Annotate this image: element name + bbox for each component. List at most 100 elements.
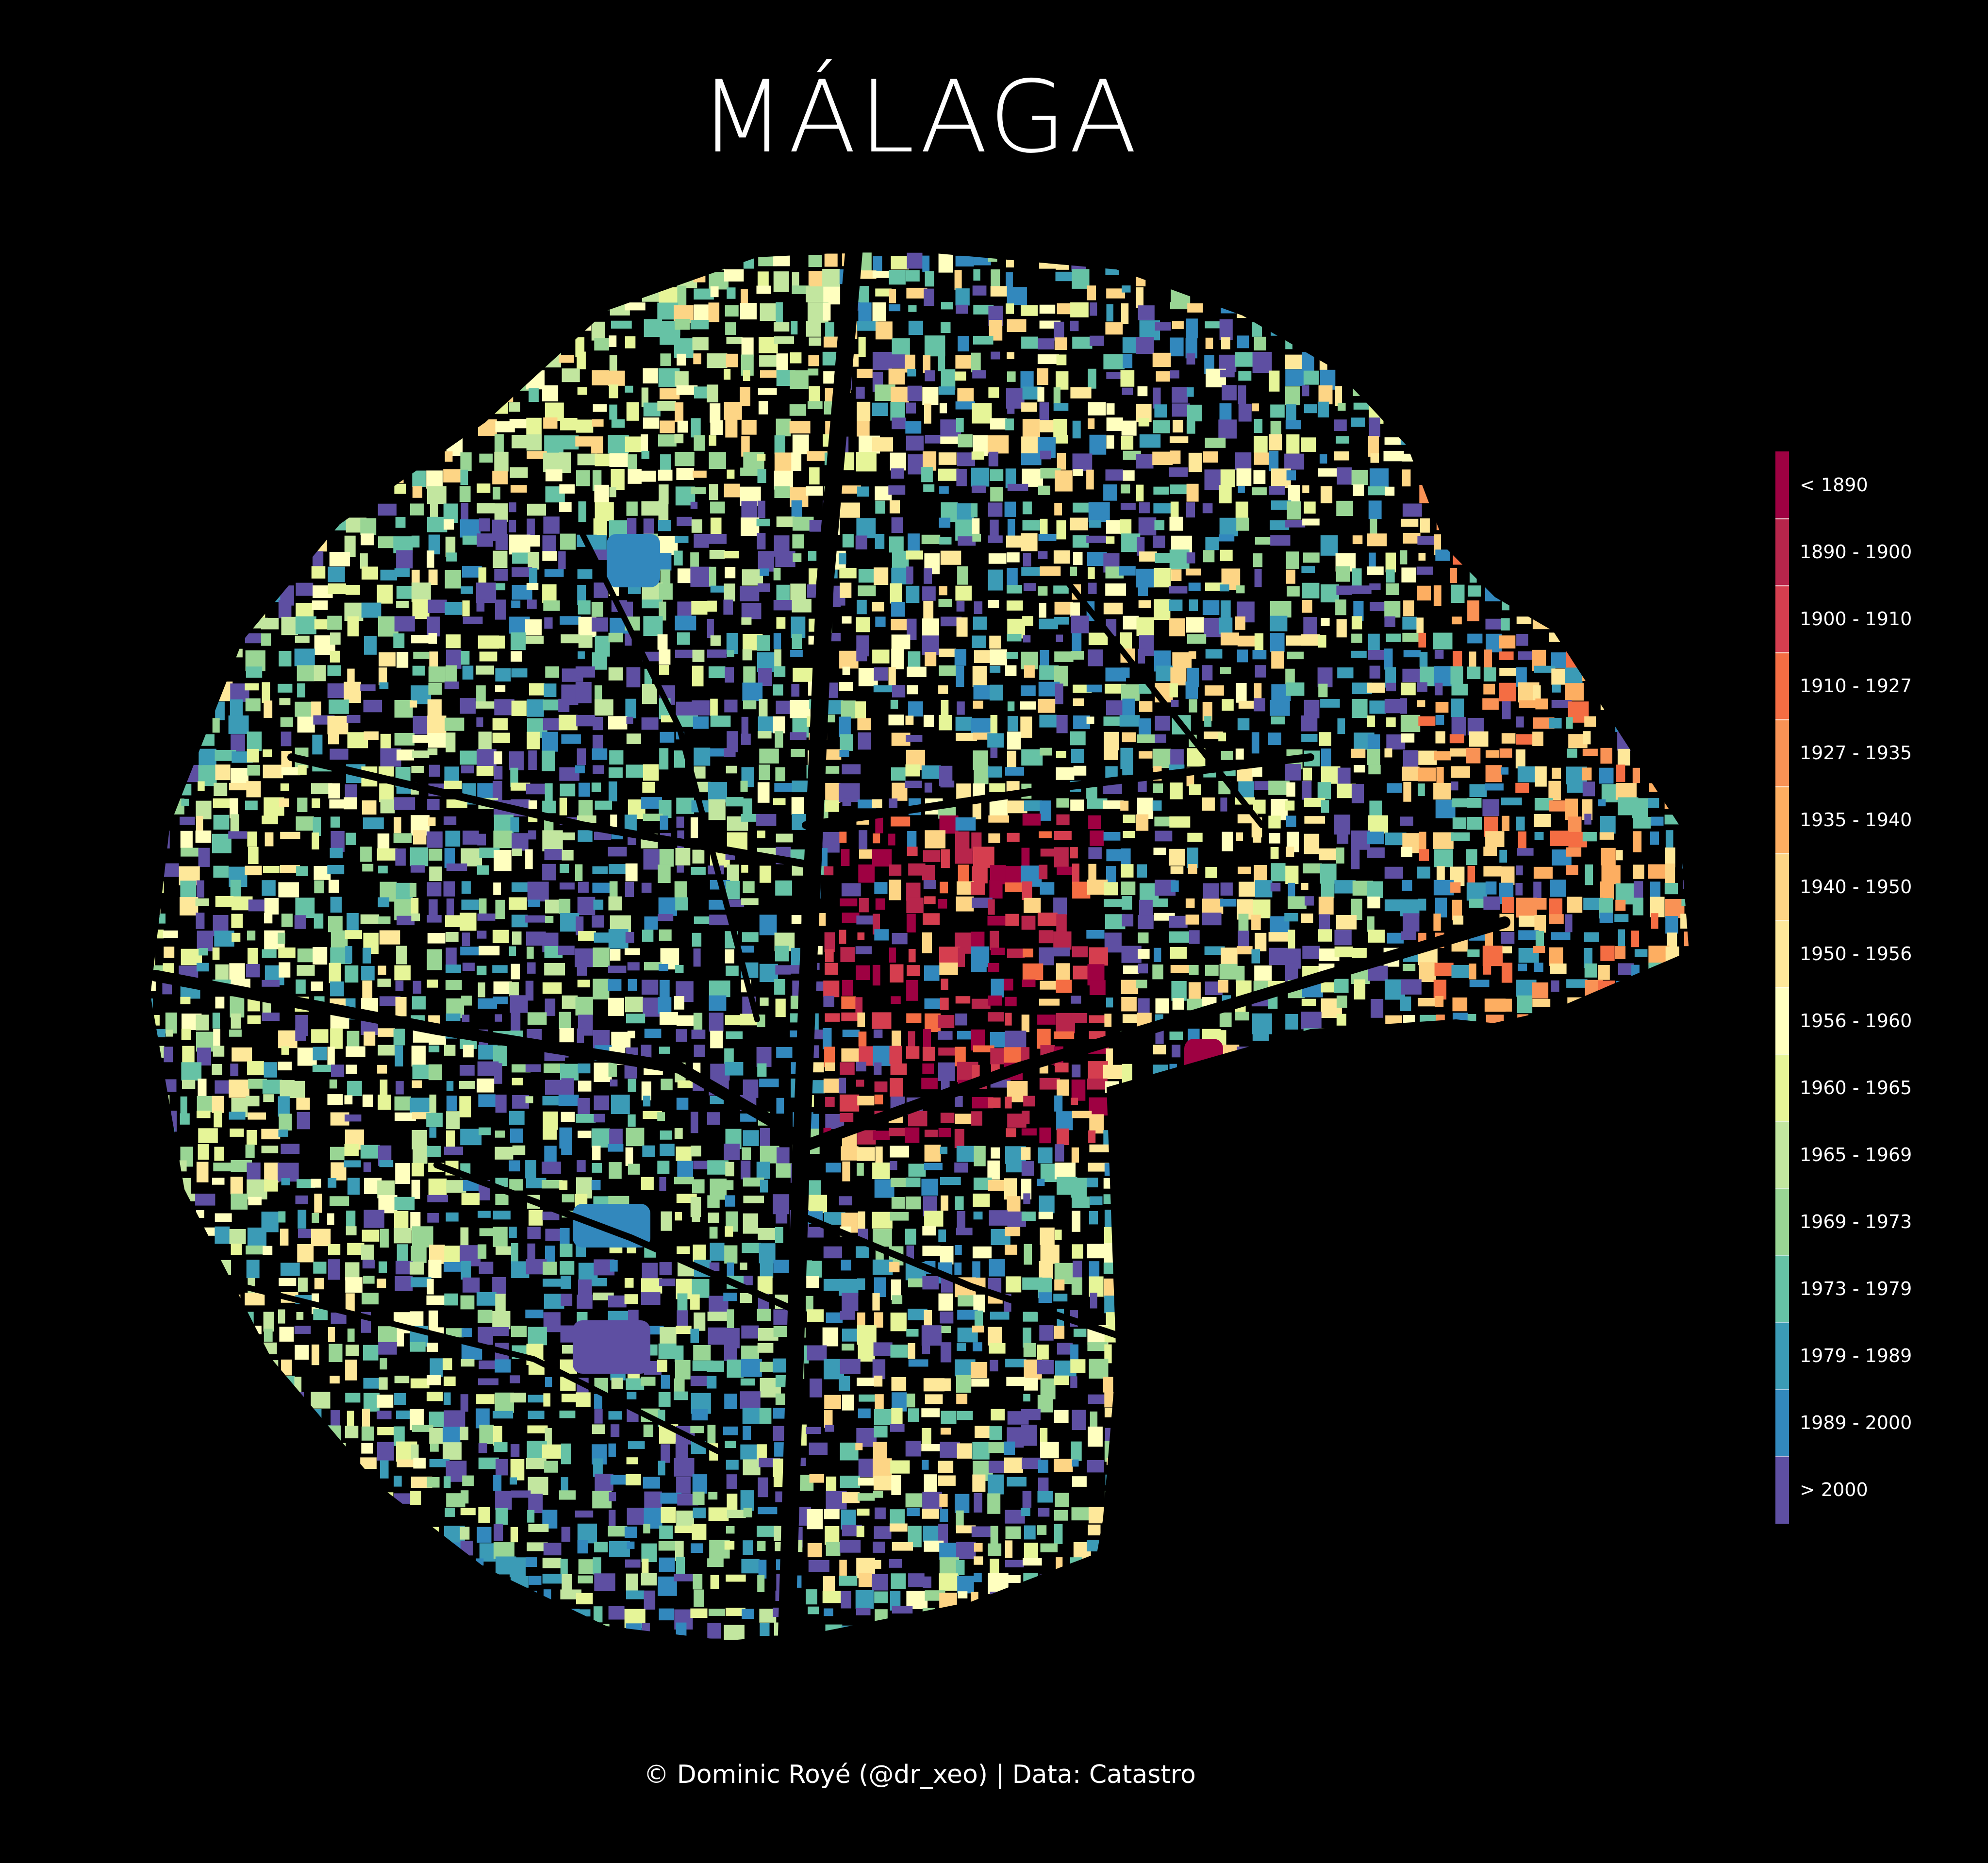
building-block	[495, 599, 506, 620]
building-block	[528, 830, 536, 840]
building-block	[1401, 286, 1414, 295]
building-block	[245, 865, 262, 876]
building-block	[1122, 699, 1135, 716]
building-block	[1172, 271, 1185, 289]
building-block	[675, 371, 689, 386]
building-block	[658, 1343, 677, 1359]
building-block	[677, 420, 688, 433]
building-block	[1270, 633, 1285, 652]
building-block	[939, 649, 956, 657]
building-block	[248, 948, 258, 966]
building-block	[643, 616, 663, 636]
building-block	[1103, 832, 1121, 841]
building-block	[1664, 1277, 1680, 1284]
building-block	[1040, 800, 1051, 821]
building-block	[591, 321, 605, 341]
building-block	[150, 980, 156, 991]
building-block	[197, 1111, 211, 1118]
building-block	[594, 699, 613, 716]
building-block	[578, 600, 591, 615]
building-block	[1517, 995, 1533, 1014]
building-block	[1205, 685, 1224, 696]
building-block	[1219, 485, 1232, 503]
building-block	[990, 931, 999, 950]
building-block	[1204, 946, 1225, 955]
building-block	[1568, 1213, 1580, 1224]
building-block	[1368, 930, 1385, 943]
building-block	[1170, 337, 1184, 357]
building-block	[658, 520, 671, 532]
building-block	[1519, 354, 1537, 364]
building-block	[429, 848, 443, 861]
building-block	[1684, 815, 1689, 832]
building-block	[1617, 401, 1629, 410]
building-block	[364, 287, 372, 300]
building-block	[197, 419, 205, 432]
building-block	[1073, 1261, 1082, 1278]
building-block	[1483, 896, 1500, 910]
building-block	[1070, 847, 1078, 859]
building-block	[1649, 666, 1670, 674]
building-block	[594, 338, 609, 351]
building-block	[150, 864, 157, 880]
building-block	[625, 633, 632, 646]
building-block	[1699, 1013, 1711, 1025]
building-block	[889, 798, 898, 808]
building-block	[1269, 486, 1285, 495]
building-block	[1336, 500, 1353, 516]
building-block	[855, 701, 866, 718]
building-block	[280, 401, 301, 419]
building-block	[150, 1245, 163, 1254]
building-block	[1650, 1212, 1666, 1233]
building-block	[297, 965, 315, 976]
building-block	[908, 1164, 926, 1177]
building-block	[279, 1114, 292, 1131]
building-block	[741, 814, 760, 822]
building-block	[1007, 319, 1027, 333]
building-block	[495, 1095, 507, 1113]
building-block	[377, 1065, 387, 1074]
building-block	[642, 270, 651, 285]
building-block	[559, 1028, 574, 1043]
building-block	[856, 1246, 869, 1258]
building-block	[1683, 718, 1689, 737]
building-block	[1665, 830, 1673, 850]
building-block	[280, 865, 300, 873]
building-block	[1451, 965, 1469, 978]
building-block	[544, 1063, 565, 1073]
building-block	[1301, 437, 1316, 452]
building-block	[560, 418, 578, 431]
building-block	[659, 601, 666, 621]
building-block	[1581, 1227, 1590, 1244]
building-block	[279, 502, 292, 521]
building-block	[939, 586, 947, 596]
building-block	[757, 271, 769, 289]
building-block	[263, 749, 272, 757]
building-block	[1040, 518, 1048, 539]
building-block	[971, 832, 982, 851]
building-block	[1400, 336, 1421, 355]
building-block	[1683, 684, 1689, 705]
building-block	[1598, 271, 1609, 287]
building-block	[823, 1028, 832, 1049]
building-block	[1172, 652, 1192, 668]
building-block	[509, 897, 527, 910]
building-block	[609, 335, 617, 347]
building-block	[1682, 253, 1689, 264]
building-block	[1153, 783, 1163, 793]
building-block	[955, 585, 972, 601]
building-block	[1582, 782, 1595, 797]
building-block	[776, 1210, 788, 1224]
building-block	[1205, 582, 1223, 591]
building-block	[991, 351, 1000, 360]
building-block	[990, 649, 1008, 665]
building-block	[740, 1293, 752, 1303]
building-block	[559, 1127, 572, 1149]
building-block	[710, 1031, 723, 1048]
building-block	[1203, 883, 1219, 900]
building-block	[228, 649, 243, 658]
building-block	[179, 783, 192, 796]
building-block	[230, 1064, 239, 1077]
building-block	[955, 401, 975, 410]
building-block	[1154, 599, 1171, 620]
